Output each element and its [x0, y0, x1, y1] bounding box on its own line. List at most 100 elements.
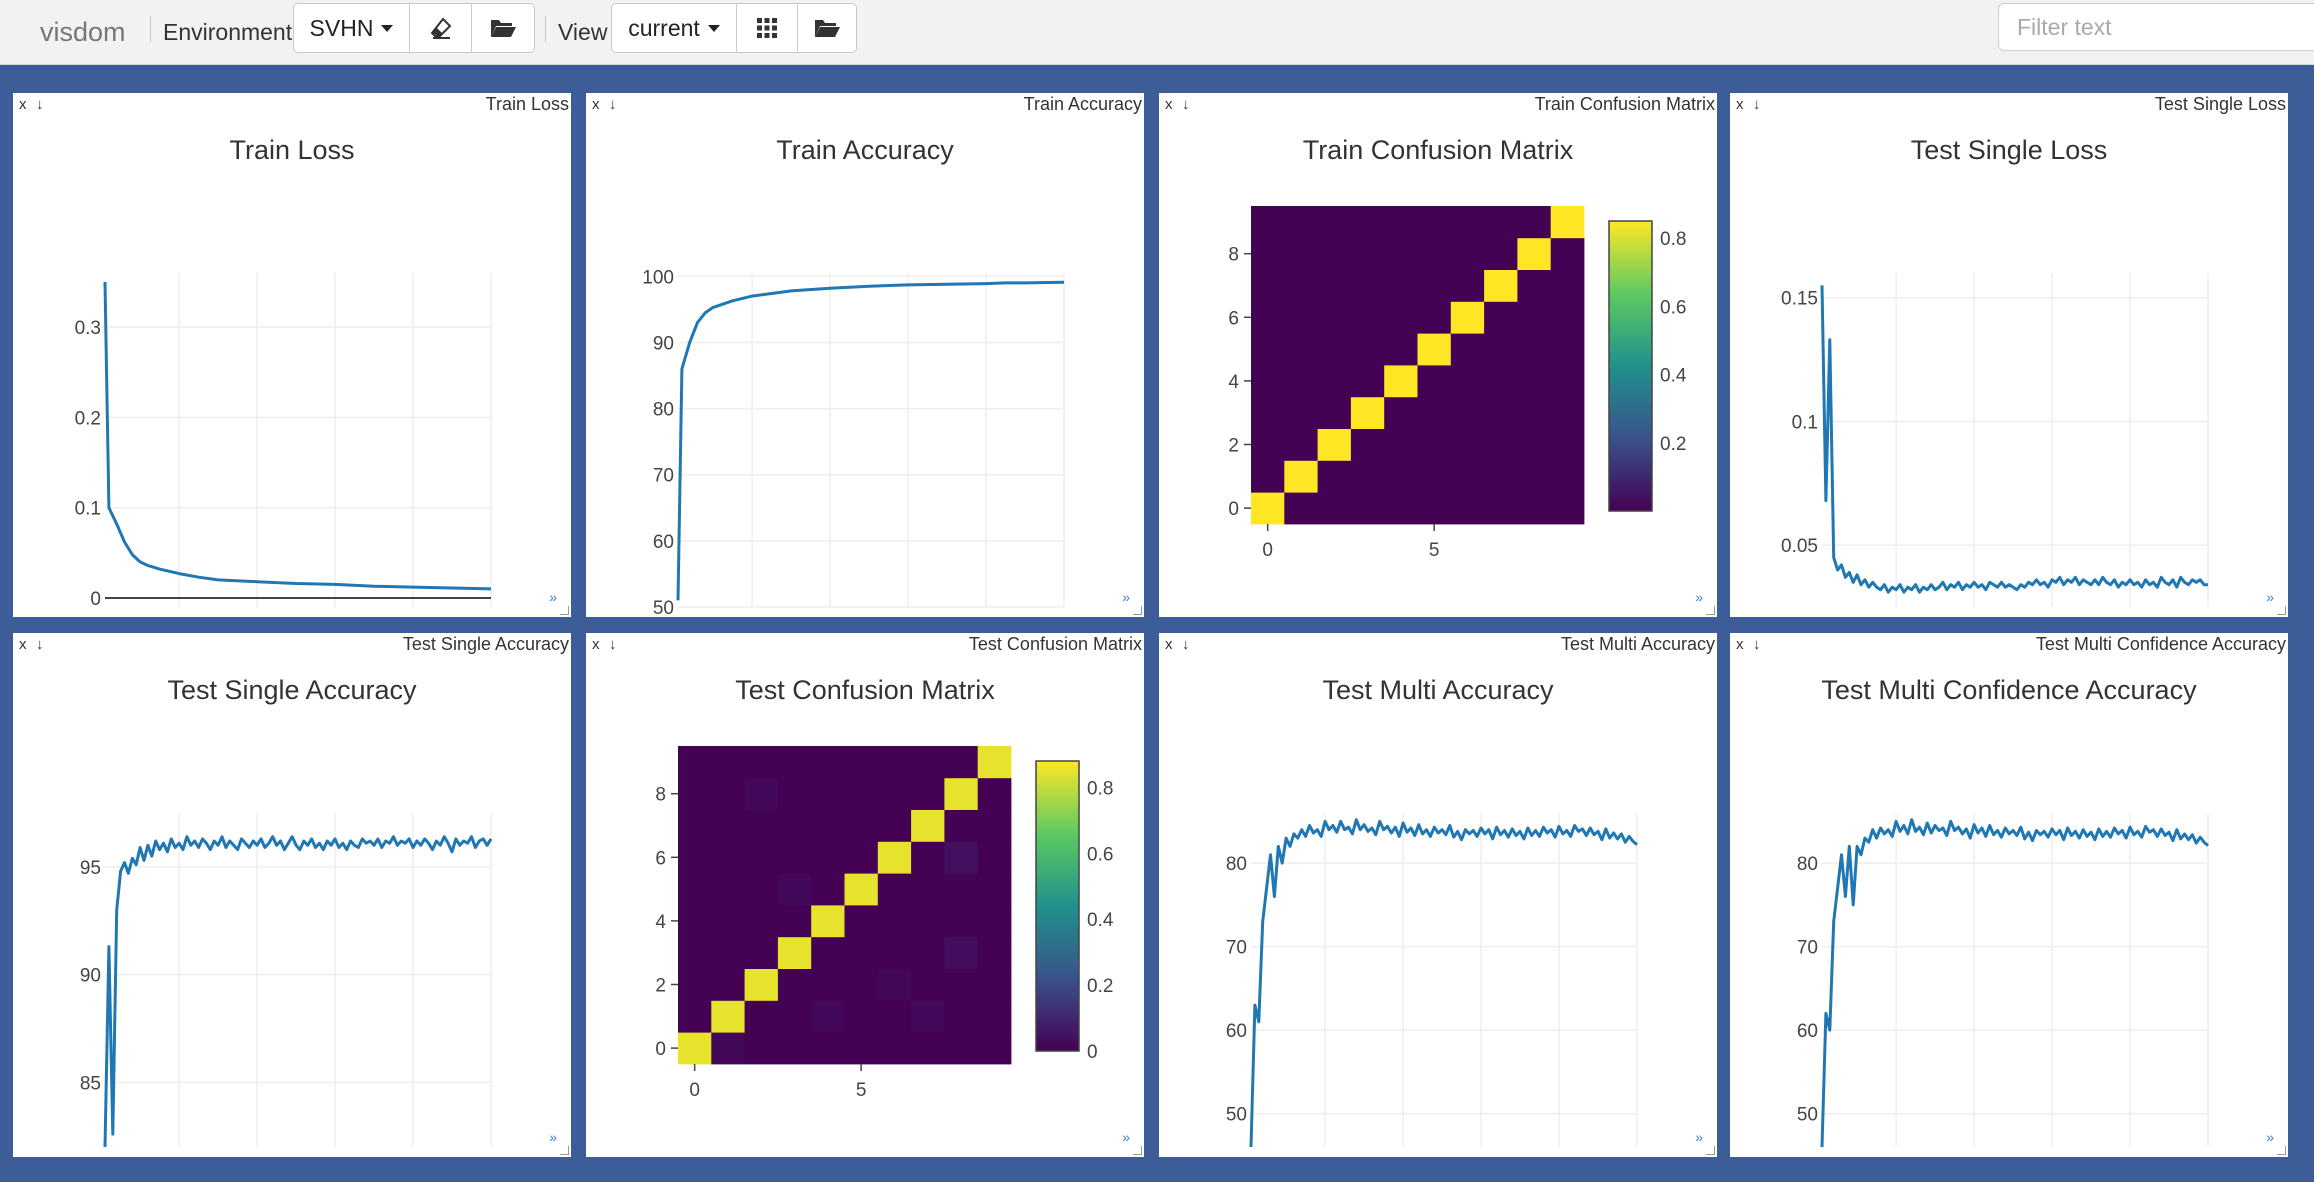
- heatmap-cell: [911, 873, 945, 906]
- y-tick-label: 60: [653, 532, 674, 553]
- download-panel-icon[interactable]: ↓: [1753, 96, 1761, 113]
- expand-icon[interactable]: »: [1122, 589, 1130, 605]
- download-panel-icon[interactable]: ↓: [609, 96, 617, 113]
- close-panel-icon[interactable]: x: [1736, 636, 1744, 653]
- expand-icon[interactable]: »: [1695, 1129, 1703, 1145]
- colorbar-tick-label: 0.2: [1087, 976, 1113, 997]
- close-panel-icon[interactable]: x: [592, 96, 600, 113]
- manage-view-button[interactable]: [797, 3, 857, 53]
- plot-svg: Test Multi Confidence Accuracy5060708020…: [1797, 675, 2209, 1148]
- manage-env-button[interactable]: [471, 3, 535, 53]
- download-panel-icon[interactable]: ↓: [36, 636, 44, 653]
- panel-title: Test Single Loss: [2154, 94, 2286, 114]
- expand-icon[interactable]: »: [2266, 1129, 2274, 1145]
- resize-handle-icon[interactable]: [1133, 606, 1142, 615]
- heatmap-cell: [844, 777, 879, 810]
- heatmap-cell: [1350, 492, 1385, 525]
- y-tick-label: 80: [653, 400, 674, 421]
- colorbar: [1608, 220, 1653, 512]
- view-select[interactable]: current: [611, 3, 737, 53]
- colorbar-tick-label: 0.6: [1660, 297, 1686, 318]
- heatmap-cell: [777, 873, 812, 906]
- heatmap-cell: [777, 1000, 812, 1033]
- heatmap-cell: [977, 936, 1012, 969]
- heatmap-cell: [1550, 237, 1585, 270]
- heatmap-cell: [811, 936, 845, 969]
- heatmap-cell: [1484, 492, 1518, 525]
- expand-icon[interactable]: »: [549, 589, 557, 605]
- heatmap-cell: [944, 777, 979, 810]
- heatmap-cell: [1384, 333, 1418, 366]
- heatmap-cell: [1251, 428, 1285, 461]
- close-panel-icon[interactable]: x: [592, 636, 600, 653]
- panel-title: Train Confusion Matrix: [1534, 94, 1715, 114]
- heatmap-cell: [777, 809, 812, 842]
- plot-panel[interactable]: x ↓ Test Single Loss Test Single Loss 0.05 0.…: [1730, 93, 2288, 617]
- heatmap-cell: [1384, 396, 1418, 429]
- heatmap-cell: [911, 841, 945, 874]
- download-panel-icon[interactable]: ↓: [36, 96, 44, 113]
- plot-panel[interactable]: x ↓ Test Multi Confidence Accuracy Test Mul…: [1730, 633, 2288, 1157]
- eraser-icon: [430, 17, 451, 39]
- heatmap-cell: [1484, 206, 1518, 239]
- plot-panel[interactable]: x ↓ Test Single Accuracy Test Single Accura…: [13, 633, 571, 1157]
- y-tick-label: 8: [655, 785, 666, 806]
- download-panel-icon[interactable]: ↓: [1753, 636, 1761, 653]
- x-tick-label: 5: [856, 1080, 867, 1101]
- heatmap-cell: [711, 1000, 745, 1033]
- heatmap-cell: [1251, 396, 1285, 429]
- gridlines: [1822, 813, 2209, 1147]
- expand-icon[interactable]: »: [2266, 589, 2274, 605]
- heatmap-cell: [844, 905, 879, 938]
- expand-icon[interactable]: »: [549, 1129, 557, 1145]
- resize-handle-icon[interactable]: [2277, 1146, 2286, 1155]
- resize-handle-icon[interactable]: [560, 606, 569, 615]
- y-tick-label: 4: [1228, 372, 1239, 393]
- download-panel-icon[interactable]: ↓: [609, 636, 617, 653]
- resize-handle-icon[interactable]: [1706, 1146, 1715, 1155]
- filter-text-input[interactable]: [1998, 3, 2314, 51]
- heatmap-cell: [1484, 237, 1518, 270]
- resize-handle-icon[interactable]: [560, 1146, 569, 1155]
- close-panel-icon[interactable]: x: [19, 96, 27, 113]
- plot-panel[interactable]: x ↓ Train Accuracy Train Accuracy 50 60 70 80 90…: [586, 93, 1144, 617]
- download-panel-icon[interactable]: ↓: [1182, 96, 1190, 113]
- heatmap-cell: [777, 746, 812, 779]
- chart-title: Test Confusion Matrix: [735, 675, 995, 705]
- environment-select[interactable]: SVHN: [293, 3, 410, 53]
- close-panel-icon[interactable]: x: [1165, 96, 1173, 113]
- heatmap-cell: [1517, 333, 1552, 366]
- resize-handle-icon[interactable]: [1706, 606, 1715, 615]
- grid-icon: [757, 18, 777, 38]
- download-panel-icon[interactable]: ↓: [1182, 636, 1190, 653]
- plot-panel[interactable]: x ↓ Test Confusion Matrix Test Confusion Ma…: [586, 633, 1144, 1157]
- close-panel-icon[interactable]: x: [19, 636, 27, 653]
- close-panel-icon[interactable]: x: [1736, 96, 1744, 113]
- series-line: [103, 835, 493, 1148]
- expand-icon[interactable]: »: [1695, 589, 1703, 605]
- heatmap-cell: [1284, 460, 1318, 493]
- plot-panel[interactable]: x ↓ Test Multi Accuracy Test Multi Accuracy…: [1159, 633, 1717, 1157]
- folder-open-icon: [815, 20, 840, 37]
- y-tick-label: 0.05: [1781, 536, 1818, 557]
- heatmap-cell: [1550, 492, 1585, 525]
- heatmap-cell: [1517, 365, 1552, 398]
- clear-env-button[interactable]: [409, 3, 472, 53]
- expand-icon[interactable]: »: [1122, 1129, 1130, 1145]
- plot-panel[interactable]: x ↓ Train Confusion Matrix Train Confusion …: [1159, 93, 1717, 617]
- heatmap-cell: [1384, 460, 1418, 493]
- y-tick-label: 0.15: [1781, 289, 1818, 310]
- heatmap-cell: [1417, 333, 1452, 366]
- heatmap-cell: [977, 968, 1012, 1001]
- repack-button[interactable]: [736, 3, 798, 53]
- heatmap-cell: [977, 873, 1012, 906]
- close-panel-icon[interactable]: x: [1165, 636, 1173, 653]
- heatmap-cell: [1517, 428, 1552, 461]
- resize-handle-icon[interactable]: [2277, 606, 2286, 615]
- heatmap-cell: [911, 809, 945, 842]
- heatmap-cell: [1350, 365, 1385, 398]
- resize-handle-icon[interactable]: [1133, 1146, 1142, 1155]
- toolbar-divider: [150, 16, 151, 42]
